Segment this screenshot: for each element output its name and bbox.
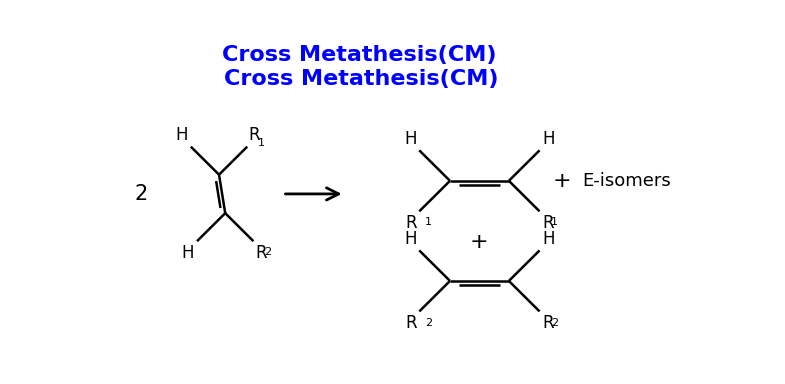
Text: H: H xyxy=(404,230,417,248)
Text: 1: 1 xyxy=(551,217,558,227)
Text: 2: 2 xyxy=(425,318,432,328)
Text: +: + xyxy=(553,171,571,191)
Text: R: R xyxy=(255,243,267,262)
Text: Cross Metathesis(CM): Cross Metathesis(CM) xyxy=(225,69,499,89)
Text: 2: 2 xyxy=(134,184,148,204)
Text: R: R xyxy=(249,126,261,144)
Text: H: H xyxy=(404,130,417,148)
Text: E-isomers: E-isomers xyxy=(582,172,671,190)
Text: 1: 1 xyxy=(425,217,432,227)
Text: Cross Metathesis(CM): Cross Metathesis(CM) xyxy=(222,45,497,65)
Text: H: H xyxy=(542,230,554,248)
Text: R: R xyxy=(542,314,553,332)
Text: 2: 2 xyxy=(551,318,558,328)
Text: H: H xyxy=(175,126,188,144)
Text: R: R xyxy=(405,214,417,232)
Text: +: + xyxy=(470,232,489,252)
Text: 1: 1 xyxy=(258,138,265,148)
Text: R: R xyxy=(405,314,417,332)
Text: R: R xyxy=(542,214,553,232)
Text: H: H xyxy=(181,243,194,262)
Text: 2: 2 xyxy=(265,247,272,257)
Text: H: H xyxy=(542,130,554,148)
